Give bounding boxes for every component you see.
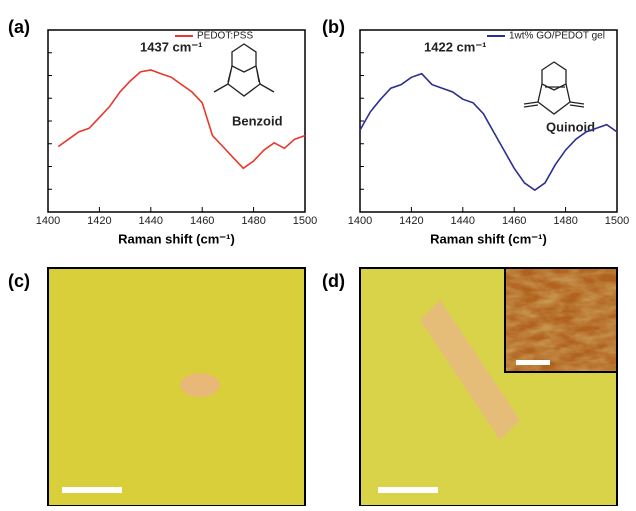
legend-label: PEDOT:PSS (197, 31, 253, 42)
x-axis-label: Raman shift (cm⁻¹) (118, 231, 235, 246)
panel-label: (d) (322, 271, 345, 291)
x-tick-label: 1440 (451, 215, 475, 227)
panel-label: (c) (8, 271, 30, 291)
x-tick-label: 1500 (605, 215, 629, 227)
afm-image-c (48, 268, 305, 506)
x-axis-label: Raman shift (cm⁻¹) (430, 231, 547, 246)
legend-label: 1wt% GO/PEDOT gel (509, 31, 605, 42)
x-tick-label: 1480 (241, 215, 265, 227)
x-tick-label: 1400 (36, 215, 60, 227)
x-tick-label: 1420 (399, 215, 423, 227)
annotation: Benzoid (232, 113, 283, 128)
page: (c) (d) 1400 1420 1440 1460 1480 1500 Raman sh… (0, 0, 636, 511)
x-tick-label: 1500 (293, 215, 317, 227)
panel-label: (b) (322, 17, 345, 37)
benzoid-structure (214, 44, 274, 96)
x-tick-label: 1480 (553, 215, 577, 227)
x-tick-label: 1460 (190, 215, 214, 227)
x-tick-label: 1420 (87, 215, 111, 227)
x-tick-label: 1460 (502, 215, 526, 227)
figure: (c) (d) 1400 1420 1440 1460 1480 1500 Raman sh… (0, 0, 636, 506)
afm-image-d (360, 268, 617, 506)
quinoid-structure (524, 62, 584, 114)
panel-label: (a) (8, 17, 30, 37)
x-tick-label: 1440 (139, 215, 163, 227)
annotation: 1422 cm⁻¹ (424, 39, 487, 54)
x-tick-label: 1400 (348, 215, 372, 227)
annotation: 1437 cm⁻¹ (140, 39, 203, 54)
